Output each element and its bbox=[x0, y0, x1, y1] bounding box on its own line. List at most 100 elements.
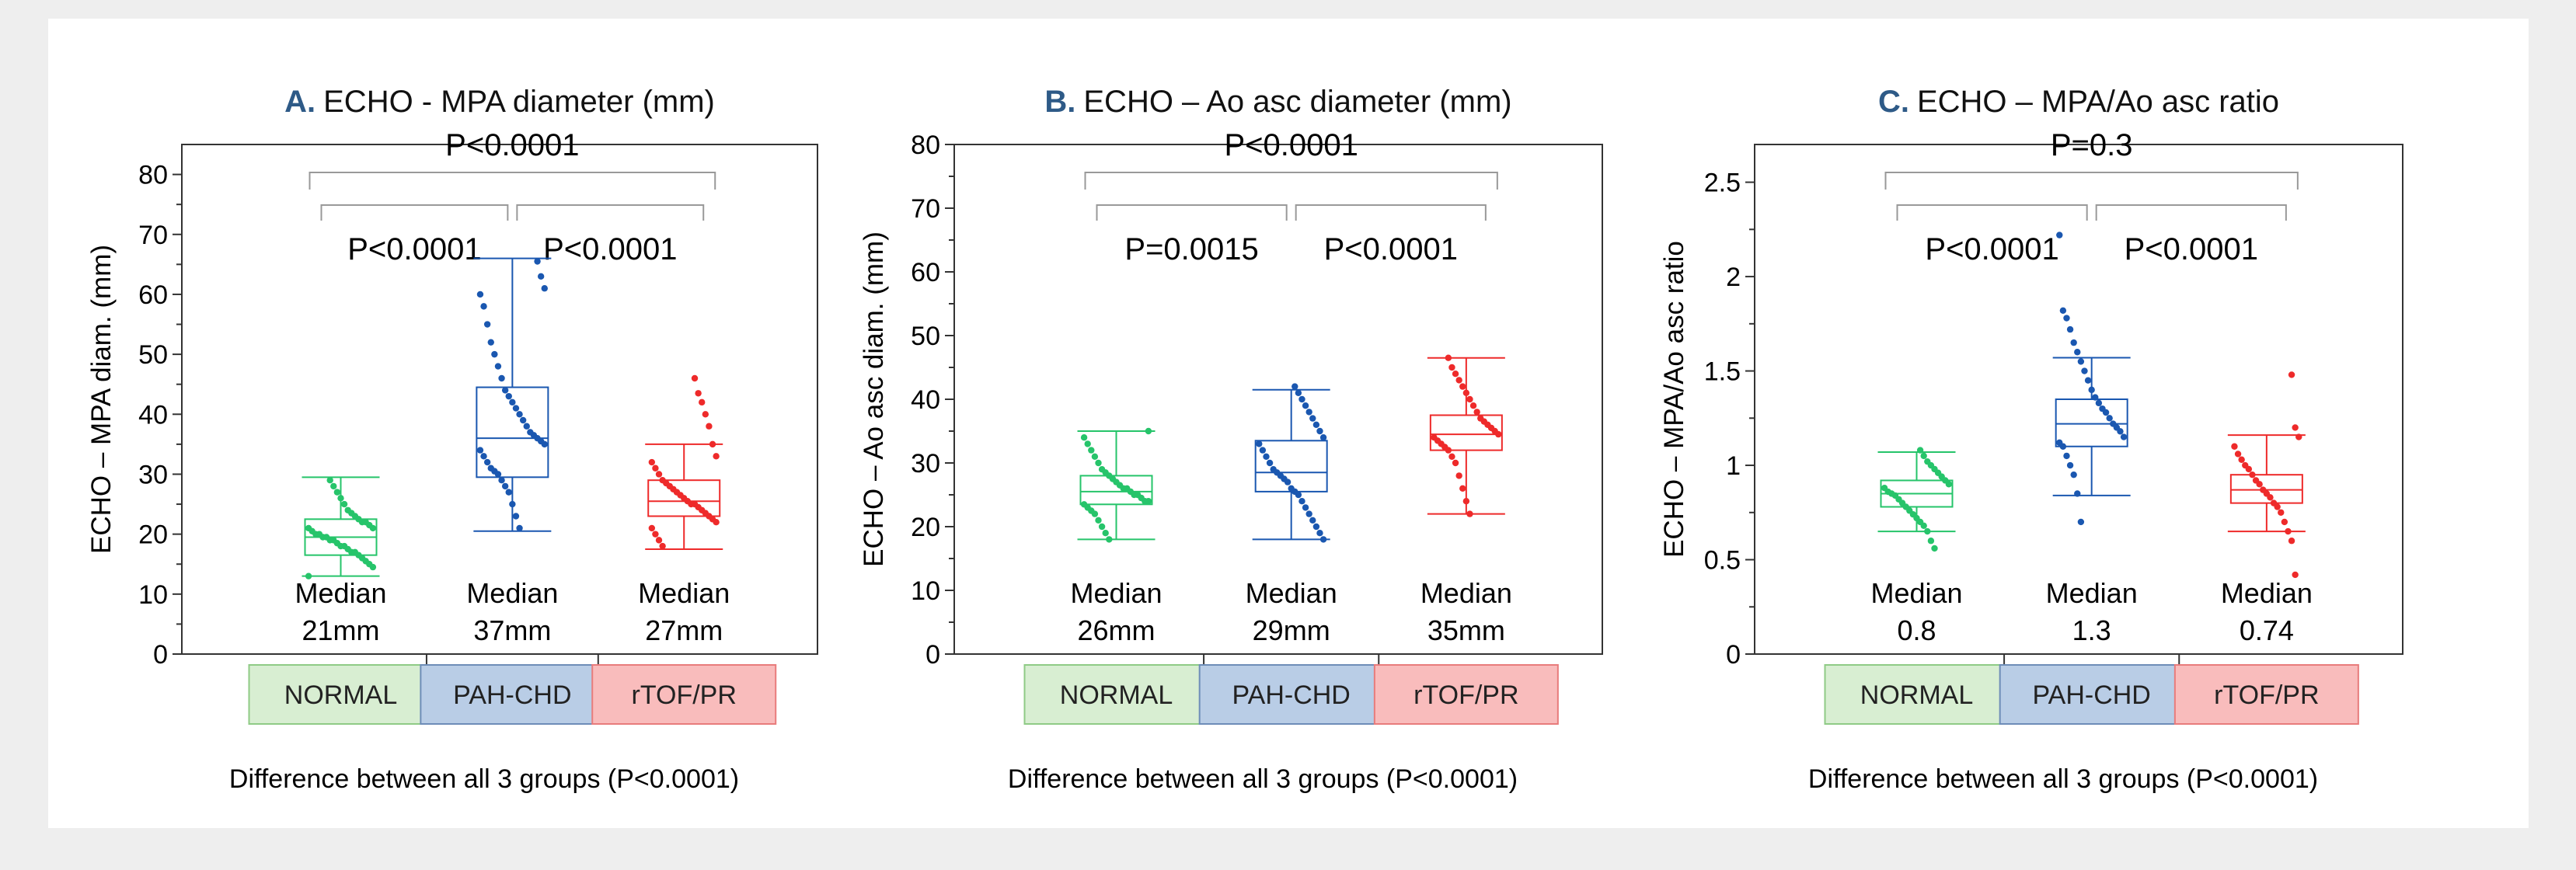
data-point bbox=[713, 453, 720, 460]
overall-p-value: P<0.0001 bbox=[445, 128, 579, 162]
data-point bbox=[498, 476, 505, 484]
data-point bbox=[1473, 409, 1480, 416]
box-iqr bbox=[647, 479, 721, 517]
data-point bbox=[516, 524, 523, 532]
data-point bbox=[1266, 459, 1274, 467]
group-label-box bbox=[591, 664, 777, 725]
data-point bbox=[1305, 409, 1312, 416]
data-point bbox=[1455, 472, 1462, 479]
data-point bbox=[1106, 536, 1113, 543]
data-point bbox=[340, 500, 348, 508]
data-point bbox=[1256, 440, 1263, 447]
data-point bbox=[2120, 433, 2128, 440]
data-point bbox=[1445, 354, 1452, 361]
data-point bbox=[491, 350, 498, 358]
pairwise-bracket bbox=[1896, 204, 2088, 221]
data-point bbox=[1259, 447, 1267, 454]
data-point bbox=[2074, 349, 2081, 356]
data-point bbox=[1298, 498, 1305, 505]
data-point bbox=[2281, 518, 2288, 526]
plot-frame bbox=[181, 144, 818, 655]
median-label: Median bbox=[1070, 577, 1162, 609]
data-point bbox=[1927, 538, 1935, 545]
data-point bbox=[541, 285, 548, 292]
data-point bbox=[305, 572, 312, 579]
data-point bbox=[483, 321, 491, 328]
data-point bbox=[1452, 371, 1459, 378]
median-label: Median bbox=[295, 577, 386, 609]
data-point bbox=[2249, 471, 2256, 478]
group-label: NORMAL bbox=[284, 680, 397, 710]
group-label: rTOF/PR bbox=[632, 680, 737, 710]
data-point bbox=[695, 390, 702, 397]
data-point bbox=[1916, 447, 1924, 454]
data-point bbox=[330, 482, 337, 490]
data-point bbox=[659, 476, 666, 484]
data-point bbox=[1098, 466, 1106, 473]
data-point bbox=[2066, 325, 2074, 333]
data-point bbox=[1924, 527, 1931, 535]
data-point bbox=[2234, 451, 2242, 458]
pairwise-bracket bbox=[516, 204, 705, 221]
data-point bbox=[2070, 471, 2077, 478]
data-point bbox=[326, 476, 333, 484]
plot-frame bbox=[1754, 144, 2403, 655]
data-point bbox=[652, 531, 659, 538]
data-point bbox=[2278, 509, 2285, 516]
footer-note: Difference between all 3 groups (P<0.000… bbox=[1808, 764, 2318, 794]
data-point bbox=[523, 423, 530, 430]
data-point bbox=[1145, 427, 1152, 435]
data-point bbox=[691, 374, 699, 382]
box-iqr bbox=[1429, 414, 1503, 451]
data-point bbox=[648, 458, 656, 466]
data-point bbox=[706, 423, 713, 430]
data-point bbox=[1459, 485, 1466, 492]
group-label-box bbox=[248, 664, 434, 725]
overall-bracket bbox=[1084, 172, 1498, 190]
data-point bbox=[2260, 486, 2267, 493]
data-point bbox=[333, 489, 341, 496]
data-point bbox=[1084, 440, 1091, 447]
median-label: Median bbox=[1246, 577, 1337, 609]
panel-title-3: C. ECHO – MPA/Ao asc ratio bbox=[1878, 85, 2279, 119]
group-label: rTOF/PR bbox=[1413, 680, 1518, 710]
data-point bbox=[2088, 386, 2095, 394]
data-point bbox=[2063, 315, 2070, 322]
data-point bbox=[1462, 389, 1470, 396]
footer-note: Difference between all 3 groups (P<0.000… bbox=[1008, 764, 1518, 794]
y-tick-label: 0 bbox=[1726, 640, 1741, 670]
pairwise-p-value: P=0.0015 bbox=[1124, 232, 1258, 266]
y-tick-label: 70 bbox=[911, 194, 940, 224]
data-point bbox=[1469, 402, 1477, 409]
box-iqr bbox=[476, 386, 549, 478]
overall-bracket bbox=[1884, 172, 2299, 190]
median-value: 21mm bbox=[302, 614, 379, 646]
data-point bbox=[2288, 538, 2295, 545]
group-label: PAH-CHD bbox=[453, 680, 571, 710]
data-point bbox=[1316, 427, 1323, 435]
data-point bbox=[2095, 399, 2103, 407]
y-tick-label: 1 bbox=[1726, 451, 1741, 481]
data-point bbox=[1080, 434, 1088, 441]
data-point bbox=[2084, 377, 2092, 384]
data-point bbox=[2292, 571, 2299, 579]
pairwise-p-value: P<0.0001 bbox=[2125, 232, 2258, 266]
median-value: 0.74 bbox=[2240, 614, 2294, 646]
overall-p-value: P<0.0001 bbox=[1224, 128, 1358, 162]
median-value: 35mm bbox=[1427, 614, 1505, 646]
data-point bbox=[1098, 523, 1106, 531]
pairwise-bracket bbox=[1295, 204, 1487, 221]
data-point bbox=[2056, 439, 2063, 447]
panel-title-1: A. ECHO - MPA diameter (mm) bbox=[284, 85, 715, 119]
y-tick-label: 10 bbox=[138, 580, 168, 610]
median-label: Median bbox=[1870, 577, 1962, 609]
data-point bbox=[337, 495, 344, 502]
data-point bbox=[699, 398, 706, 406]
y-tick-label: 40 bbox=[911, 385, 940, 415]
data-point bbox=[2056, 231, 2063, 238]
panel-title-text: ECHO – Ao asc diameter (mm) bbox=[1083, 85, 1511, 119]
group-label-box bbox=[1824, 664, 2010, 725]
y-tick-label: 80 bbox=[138, 161, 168, 190]
data-point bbox=[2099, 405, 2106, 412]
data-point bbox=[1088, 447, 1095, 454]
